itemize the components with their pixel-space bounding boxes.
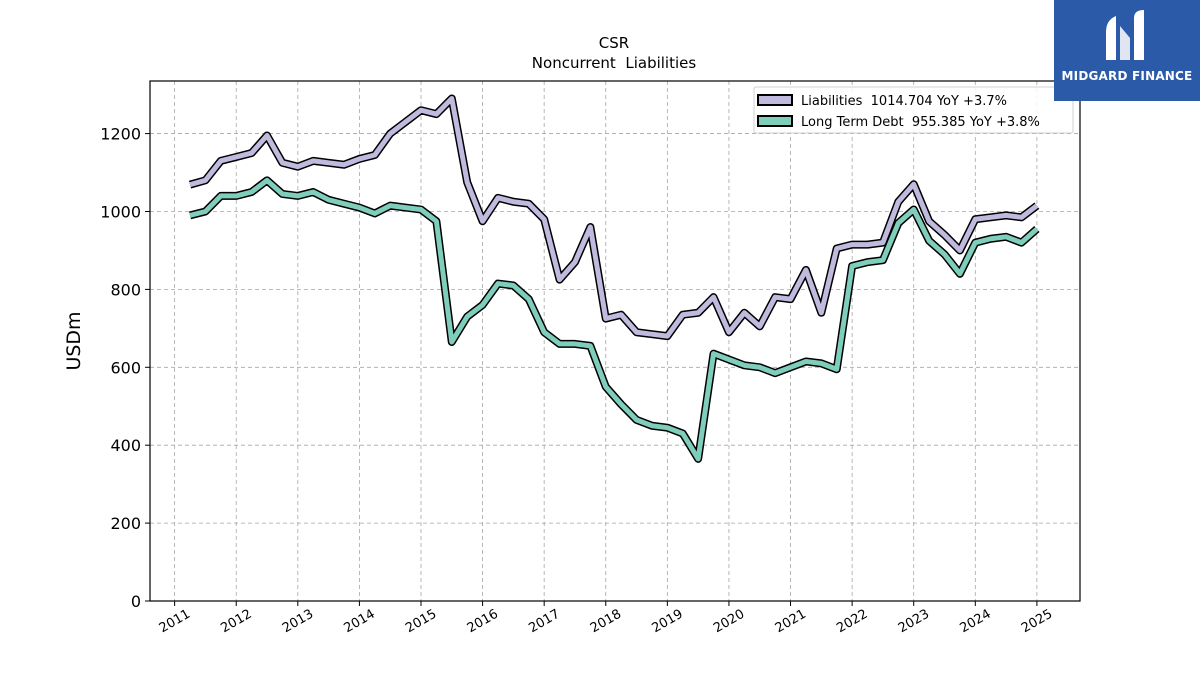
x-tick-label: 2022 xyxy=(834,607,870,637)
x-tick-label: 2012 xyxy=(218,607,254,637)
x-tick-label: 2019 xyxy=(650,607,686,637)
y-tick-label: 800 xyxy=(110,280,141,299)
legend-label-long-term-debt: Long Term Debt 955.385 YoY +3.8% xyxy=(801,115,1040,130)
x-tick-label: 2014 xyxy=(342,607,378,637)
y-tick-label: 600 xyxy=(110,358,141,377)
legend-box xyxy=(753,86,1074,134)
legend-swatch-long-term-debt xyxy=(757,115,793,127)
y-axis-label: USDm xyxy=(63,311,85,370)
x-tick-label: 2024 xyxy=(957,607,993,637)
x-tick-label: 2023 xyxy=(896,607,932,637)
y-tick-label: 400 xyxy=(110,436,141,455)
x-tick-label: 2017 xyxy=(526,607,562,637)
y-tick-label: 0 xyxy=(131,592,141,611)
y-tick-label: 1200 xyxy=(100,125,141,144)
x-tick-label: 2013 xyxy=(280,607,316,637)
series-layer xyxy=(188,94,1040,463)
series-line-long-term-debt xyxy=(189,177,1039,462)
midgard-logo-icon xyxy=(1106,10,1144,60)
y-axis: 0 200 400 600 800 1000 1200 xyxy=(100,125,150,611)
brand-logo: MIDGARD FINANCE xyxy=(1054,0,1200,101)
series-line-liabilities xyxy=(189,96,1039,339)
x-tick-label: 2025 xyxy=(1019,607,1055,637)
y-tick-label: 200 xyxy=(110,514,141,533)
x-tick-label: 2016 xyxy=(465,607,501,637)
x-tick-label: 2011 xyxy=(157,607,193,637)
plot-frame xyxy=(149,80,1081,602)
legend: Liabilities 1014.704 YoY +3.7% Long Term … xyxy=(753,86,1074,134)
x-axis: 2011 2012 2013 2014 2015 2016 2017 2018 2019 2020… xyxy=(157,601,1055,636)
x-tick-label: 2021 xyxy=(773,607,809,637)
y-tick-label: 1000 xyxy=(100,202,141,221)
x-tick-label: 2020 xyxy=(711,607,747,637)
brand-name: MIDGARD FINANCE xyxy=(1061,69,1193,83)
x-tick-label: 2018 xyxy=(588,607,624,637)
legend-swatch-liabilities xyxy=(757,94,793,106)
chart-subtitle: Noncurrent Liabilities xyxy=(532,54,697,72)
grid xyxy=(150,81,1080,601)
legend-label-liabilities: Liabilities 1014.704 YoY +3.7% xyxy=(801,94,1007,109)
chart-title: CSR xyxy=(599,34,629,52)
x-tick-label: 2015 xyxy=(403,607,439,637)
